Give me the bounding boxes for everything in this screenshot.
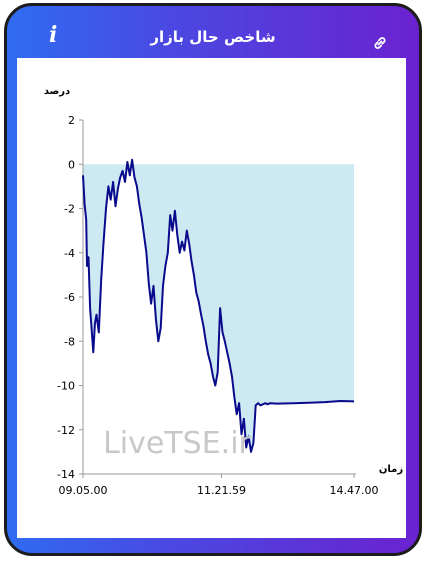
- area-fill: [83, 159, 354, 452]
- y-tick-label: -6: [64, 291, 75, 304]
- y-tick-label: -14: [57, 468, 75, 481]
- x-tick-label: 11.21.59: [197, 484, 246, 497]
- y-tick-label: 2: [68, 114, 75, 127]
- x-axis-label: زمان: [379, 464, 403, 475]
- chart-panel: درصد زمان 2 0 -2 -4 -6 -8 -10 -12 -14 09.05.00 11.…: [17, 58, 406, 538]
- y-axis-label: درصد: [44, 86, 70, 97]
- page-title: شاخص حال بازار: [150, 28, 276, 46]
- y-tick-label: -12: [57, 424, 75, 437]
- y-tick-label: -2: [64, 203, 75, 216]
- watermark: LiveTSE.ir: [103, 426, 251, 461]
- x-tick-label: 09.05.00: [59, 484, 108, 497]
- y-tick-label: 0: [68, 158, 75, 171]
- x-tick-label: 14.47.00: [330, 484, 379, 497]
- link-icon[interactable]: [371, 34, 389, 52]
- app-window: i شاخص حال بازار درصد زمان 2 0 -2 -4 -6 -8 -10…: [4, 3, 422, 556]
- series-line: [82, 158, 355, 453]
- info-icon[interactable]: i: [49, 22, 58, 48]
- header-bar: i شاخص حال بازار: [7, 6, 419, 58]
- market-index-chart: درصد زمان 2 0 -2 -4 -6 -8 -10 -12 -14 09.05.00 11.…: [44, 86, 404, 497]
- y-tick-label: -4: [64, 247, 75, 260]
- y-tick-label: -10: [57, 380, 75, 393]
- y-tick-label: -8: [64, 335, 75, 348]
- axes: 2 0 -2 -4 -6 -8 -10 -12 -14 09.05.00 11.21.59 14.47…: [57, 114, 378, 497]
